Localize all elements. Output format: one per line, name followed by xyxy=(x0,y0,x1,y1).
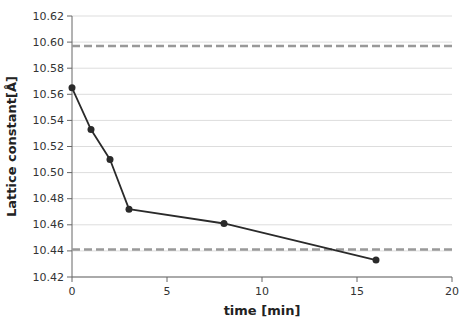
y-tick xyxy=(67,172,72,173)
y-tick-label: 10.48 xyxy=(33,192,65,205)
grid-line xyxy=(72,224,452,225)
y-tick-label: 10.60 xyxy=(33,36,65,49)
data-point xyxy=(126,206,133,213)
data-point xyxy=(221,220,228,227)
x-tick-label: 15 xyxy=(350,285,364,298)
reference-lines xyxy=(72,46,452,250)
y-axis-line xyxy=(72,16,73,277)
grid-line xyxy=(72,94,452,95)
y-tick xyxy=(67,250,72,251)
y-tick xyxy=(67,68,72,69)
grid-line xyxy=(72,146,452,147)
x-tick-label: 0 xyxy=(69,285,76,298)
y-tick-label: 10.56 xyxy=(33,88,65,101)
grid-line xyxy=(72,42,452,43)
y-tick-label: 10.52 xyxy=(33,140,65,153)
y-tick xyxy=(67,198,72,199)
reference-line xyxy=(72,248,452,251)
x-axis-line xyxy=(72,277,452,278)
y-tick-label: 10.42 xyxy=(33,271,65,284)
y-tick-label: 10.54 xyxy=(33,114,65,127)
y-tick xyxy=(67,146,72,147)
grid-line xyxy=(72,198,452,199)
y-tick xyxy=(67,94,72,95)
data-line xyxy=(72,88,376,260)
background xyxy=(0,0,474,325)
y-axis-label: Lattice constant[Å] xyxy=(4,76,19,217)
grid-line xyxy=(72,250,452,251)
y-tick-label: 10.50 xyxy=(33,166,65,179)
data-points xyxy=(69,84,380,263)
grid xyxy=(72,16,452,277)
y-tick xyxy=(67,224,72,225)
x-tick xyxy=(262,277,263,282)
y-tick xyxy=(67,277,72,278)
data-point xyxy=(69,84,76,91)
reference-line xyxy=(72,45,452,48)
y-tick xyxy=(67,16,72,17)
data-point xyxy=(107,156,114,163)
chart: 10.42 10.44 10.46 10.48 10.50 10.52 10.54 10.56… xyxy=(0,0,474,325)
grid-line xyxy=(72,172,452,173)
x-axis-label: time [min] xyxy=(224,303,301,318)
y-tick-label: 10.44 xyxy=(33,244,65,257)
grid-line xyxy=(72,16,452,17)
y-tick xyxy=(67,120,72,121)
x-tick xyxy=(167,277,168,282)
x-tick xyxy=(452,277,453,282)
y-tick-label: 10.46 xyxy=(33,218,65,231)
x-tick-label: 10 xyxy=(255,285,269,298)
axes: 10.42 10.44 10.46 10.48 10.50 10.52 10.54 10.56… xyxy=(33,10,460,299)
x-tick-label: 5 xyxy=(164,285,171,298)
y-tick-label: 10.58 xyxy=(33,62,65,75)
data-point xyxy=(373,257,380,264)
x-tick xyxy=(357,277,358,282)
y-tick xyxy=(67,42,72,43)
x-tick xyxy=(72,277,73,282)
y-tick-label: 10.62 xyxy=(33,10,65,23)
grid-line xyxy=(72,277,452,278)
grid-line xyxy=(72,68,452,69)
data-line-group xyxy=(72,88,376,260)
x-tick-label: 20 xyxy=(445,285,459,298)
data-point xyxy=(88,126,95,133)
grid-line xyxy=(72,120,452,121)
